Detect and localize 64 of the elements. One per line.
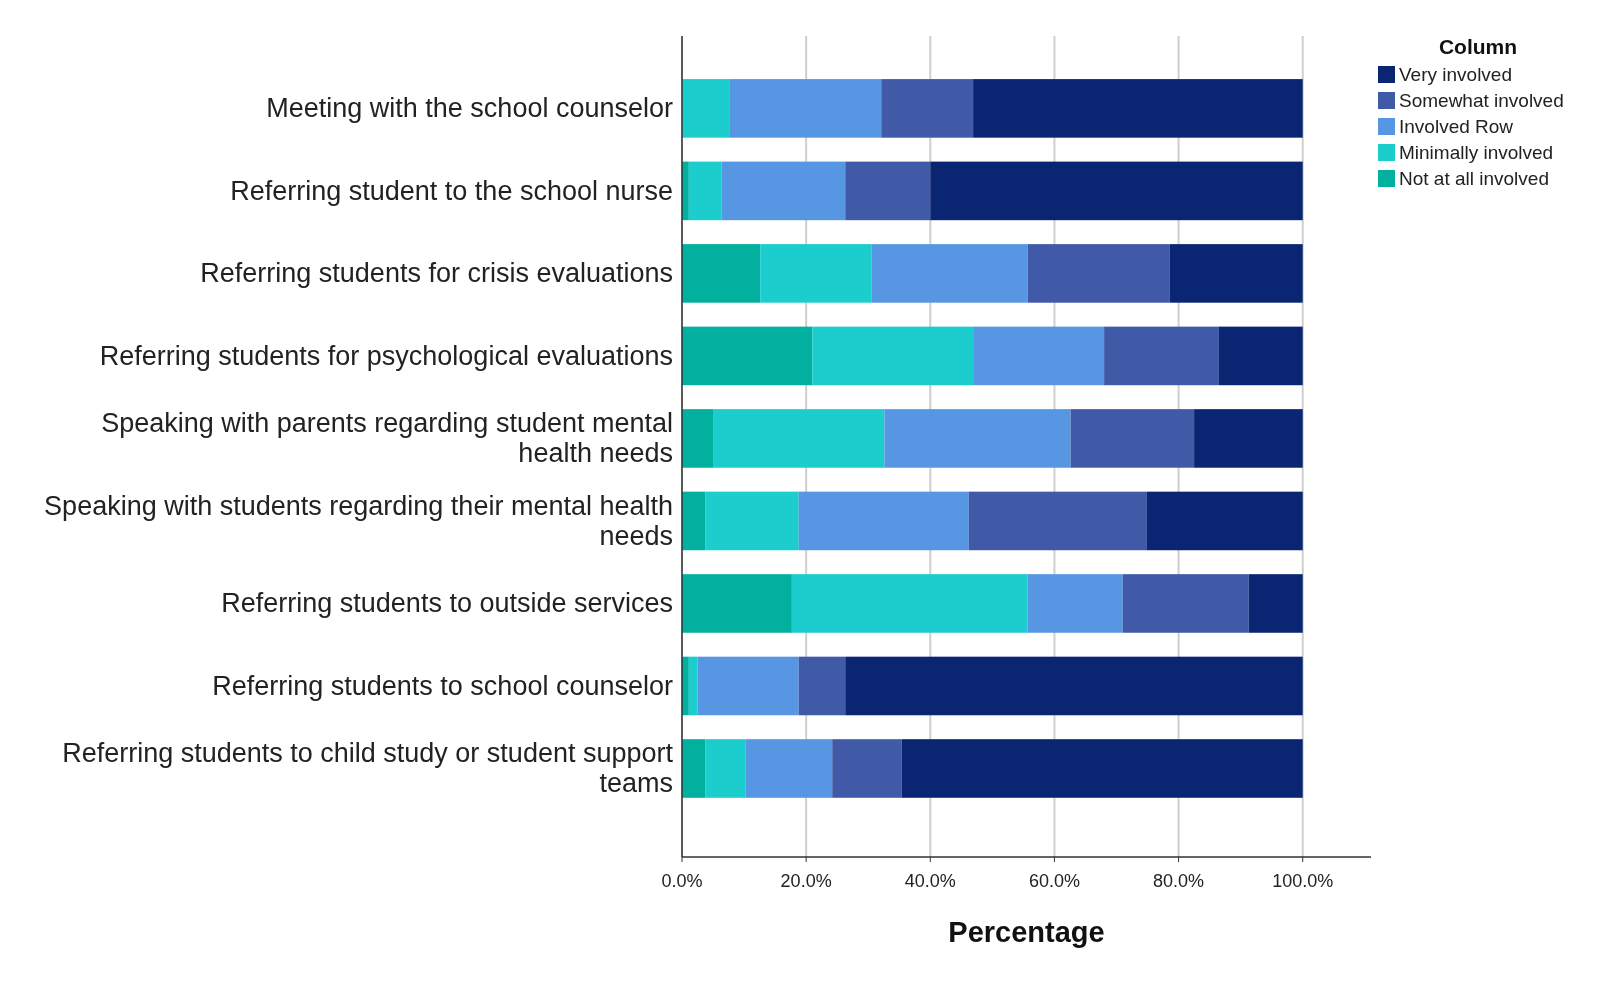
bar (760, 244, 872, 303)
legend-label: Minimally involved (1399, 142, 1554, 163)
bar (901, 739, 1303, 798)
legend-title: Column (1438, 35, 1518, 58)
y-tick-label: Referring students to school counselor (212, 670, 673, 701)
y-tick-label: Referring students for psychological evaluations (99, 340, 673, 371)
bar (968, 491, 1147, 551)
bar (1248, 574, 1303, 633)
bar (729, 79, 882, 138)
y-tick-label: Referring students for crisis evaluations (200, 258, 673, 289)
bar (798, 491, 969, 551)
bar (1104, 326, 1219, 386)
bar (798, 656, 846, 716)
x-tick-label: 60.0% (1028, 871, 1080, 891)
x-tick-label: 40.0% (904, 871, 956, 891)
bar (812, 326, 974, 386)
bar (682, 491, 706, 551)
bar (682, 739, 706, 798)
x-tick-label: 20.0% (780, 871, 832, 891)
x-tick-label: 80.0% (1153, 871, 1205, 891)
legend-label: Not at all involved (1399, 168, 1549, 189)
bar (745, 739, 833, 798)
bar (791, 574, 1028, 633)
bar (973, 326, 1105, 386)
y-tick-label: Meeting with the school counselor (266, 93, 673, 124)
bar (697, 656, 799, 716)
legend-label: Very involved (1399, 64, 1513, 85)
y-tick-label: Referring students to child study or student support teams (62, 738, 674, 799)
bar (884, 409, 1071, 468)
bar (1027, 574, 1123, 633)
bar (1122, 574, 1249, 633)
bar (705, 739, 746, 798)
bar (682, 409, 714, 468)
y-tick-label: Speaking with parents regarding student mental health needs (101, 408, 673, 469)
bar (1218, 326, 1303, 386)
bar (1146, 491, 1303, 551)
bar (871, 244, 1028, 303)
bar (1070, 409, 1195, 468)
bar (845, 161, 931, 221)
bar (930, 161, 1303, 221)
bar (713, 409, 885, 468)
bar (688, 161, 722, 221)
x-tick-label: 100.0% (1272, 871, 1334, 891)
bar (845, 656, 1303, 716)
bar (1194, 409, 1303, 468)
y-tick-label: Referring students to outside services (221, 588, 673, 619)
y-tick-label: Speaking with students regarding their mental health needs (44, 490, 673, 551)
x-tick-label: 0.0% (661, 871, 703, 891)
bar (682, 574, 792, 633)
bar (973, 79, 1303, 138)
bar (705, 491, 799, 551)
bar (1169, 244, 1303, 303)
bar (688, 656, 698, 716)
bar (881, 79, 974, 138)
bar (682, 79, 730, 138)
bar (1027, 244, 1170, 303)
y-tick-label: Referring student to the school nurse (230, 175, 673, 206)
bar (832, 739, 902, 798)
bar (682, 244, 761, 303)
legend-label: Somewhat involved (1399, 90, 1564, 111)
legend-label: Involved Row (1399, 116, 1514, 137)
bar (721, 161, 846, 221)
x-axis-title: Percentage (948, 916, 1105, 948)
bar (682, 326, 813, 386)
